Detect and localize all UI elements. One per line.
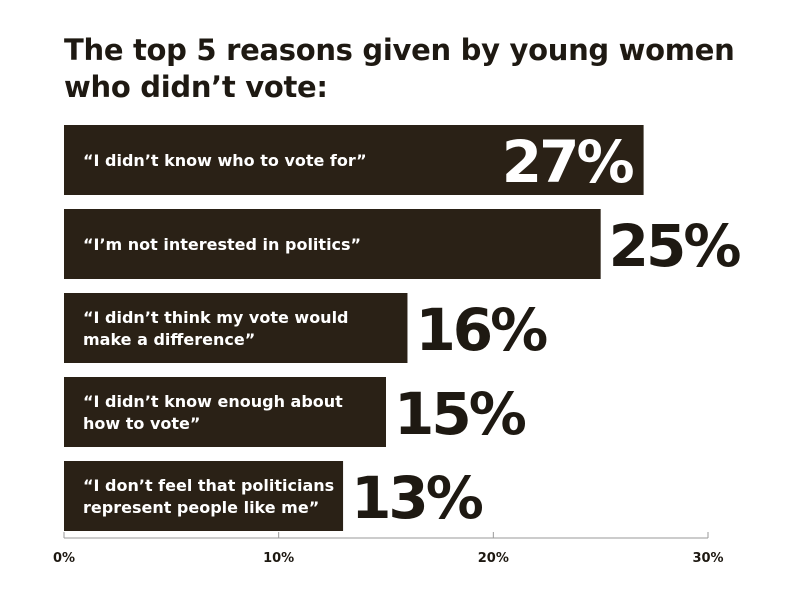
x-tick-label: 10%: [263, 551, 294, 566]
bar-label: make a difference”: [83, 330, 255, 349]
bar-group: “I’m not interested in politics” 25%: [64, 209, 743, 280]
bar-group: “I didn’t know who to vote for” 27%: [64, 125, 644, 196]
bar: [64, 209, 601, 279]
bar: [64, 125, 644, 195]
bar-label: “I don’t feel that politicians: [83, 476, 334, 495]
bar-value-label: 27%: [502, 128, 634, 196]
bars-layer: “I didn’t know who to vote for” 27% “I’m n…: [64, 125, 743, 532]
x-tick-label: 20%: [478, 551, 509, 566]
bar-value-label: 16%: [415, 296, 547, 364]
bar-label: “I didn’t know enough about: [83, 392, 343, 411]
bar-group: “I don’t feel that politicians represent …: [64, 461, 486, 532]
bar-value-label: 25%: [609, 212, 741, 280]
bar-group: “I didn’t know enough about how to vote” 1…: [64, 377, 529, 448]
x-tick-label: 30%: [692, 551, 723, 566]
bar: [64, 461, 344, 531]
x-tick-label: 0%: [53, 551, 75, 566]
bar-group: “I didn’t think my vote would make a diff…: [64, 293, 550, 364]
bar-label: represent people like me”: [83, 498, 319, 517]
bar-label: “I’m not interested in politics”: [83, 235, 361, 254]
bar: [64, 377, 386, 447]
bar-label: how to vote”: [83, 414, 200, 433]
x-axis: 0% 10% 20% 30%: [53, 532, 724, 566]
bar-label: “I didn’t know who to vote for”: [83, 151, 367, 170]
bar-value-label: 13%: [351, 464, 483, 532]
bar-label: “I didn’t think my vote would: [83, 308, 349, 327]
bar: [64, 293, 408, 363]
chart-title: The top 5 reasons given by young women w…: [64, 33, 735, 104]
bar-value-label: 15%: [394, 380, 526, 448]
